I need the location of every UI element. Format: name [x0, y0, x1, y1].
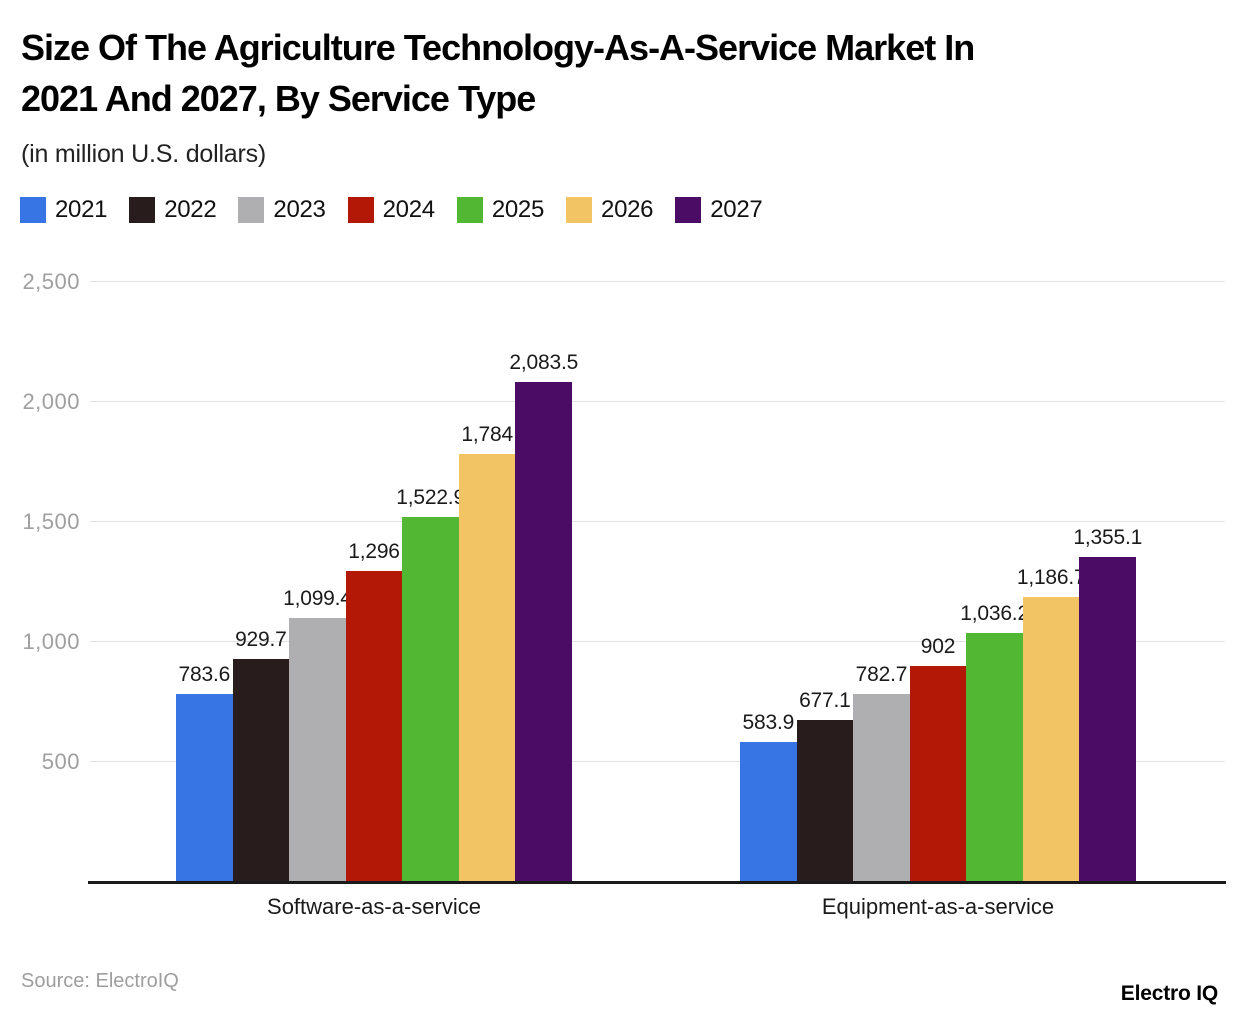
chart-subtitle: (in million U.S. dollars) — [21, 140, 267, 168]
legend-swatch-2026 — [566, 197, 593, 223]
chart-title: Size Of The Agriculture Technology-As-A-… — [21, 22, 1221, 124]
gridline-500 — [90, 761, 1225, 762]
legend: 2021 2022 2023 2024 2025 2026 2027 — [20, 196, 784, 224]
bar-2022-equipment-as-a-service: 677.1 — [796, 689, 854, 882]
legend-label: 2023 — [273, 196, 326, 223]
bar-2025-software-as-a-service: 1,522.9 — [396, 486, 465, 882]
y-axis-tick-label: 2,000 — [22, 389, 80, 414]
bar-2024-equipment-as-a-service: 902 — [909, 635, 967, 882]
y-axis-tick-label: 500 — [41, 749, 80, 774]
chart-title-line-2: 2021 And 2027, By Service Type — [21, 78, 536, 119]
legend-item-2026: 2026 — [566, 196, 654, 224]
gridline-2500 — [90, 281, 1225, 282]
legend-item-2025: 2025 — [456, 196, 545, 224]
legend-label: 2025 — [491, 196, 545, 223]
bar-value-label: 902 — [920, 634, 956, 658]
bar-value-label: 1,296 — [348, 539, 400, 563]
bar-2023-software-as-a-service: 1,099.4 — [283, 587, 352, 882]
bar-value-label: 677.1 — [799, 688, 851, 712]
bar-2024-software-as-a-service: 1,296 — [345, 540, 403, 882]
legend-swatch-2023 — [238, 197, 265, 223]
legend-label: 2022 — [164, 196, 217, 223]
bar-value-label: 1,784 — [461, 422, 513, 446]
legend-swatch-2021 — [20, 197, 46, 223]
gridline-1000 — [90, 641, 1225, 642]
legend-label: 2027 — [710, 196, 763, 223]
legend-item-2023: 2023 — [238, 196, 326, 224]
bar-2021-software-as-a-service: 783.6 — [176, 663, 233, 882]
bar-2026-software-as-a-service: 1,784 — [458, 423, 516, 882]
category-label-software-as-a-service: Software-as-a-service — [267, 894, 481, 919]
legend-label: 2026 — [601, 196, 654, 223]
bar-value-label: 1,099.4 — [283, 587, 352, 611]
x-axis-line — [88, 881, 1226, 884]
y-axis-tick-label: 1,000 — [22, 629, 80, 654]
bar-value-label: 1,522.9 — [396, 485, 465, 509]
gridline-1500 — [90, 521, 1225, 522]
legend-swatch-2024 — [347, 197, 374, 223]
legend-item-2027: 2027 — [675, 196, 763, 224]
bar-group-software-as-a-service: 783.6 929.7 1,099.4 1,296 1,522.9 1,784 2,083.… — [176, 282, 578, 882]
bar-value-label: 1,036.2 — [960, 602, 1029, 626]
category-label-equipment-as-a-service: Equipment-as-a-service — [821, 894, 1055, 919]
legend-swatch-2022 — [129, 197, 156, 223]
gridline-2000 — [90, 401, 1225, 402]
legend-swatch-2027 — [675, 197, 702, 223]
bar-value-label: 783.6 — [178, 662, 231, 686]
bar-2027-equipment-as-a-service: 1,355.1 — [1073, 526, 1142, 882]
bar-value-label: 929.7 — [235, 627, 287, 651]
legend-item-2021: 2021 — [20, 196, 108, 224]
bar-2021-equipment-as-a-service: 583.9 — [740, 711, 797, 882]
chart-title-line-1: Size Of The Agriculture Technology-As-A-… — [21, 27, 975, 68]
plot-area: 500 1,000 1,500 2,000 2,500 783.6 929.7 1,099.4… — [22, 269, 1226, 919]
bar-2025-equipment-as-a-service: 1,036.2 — [960, 602, 1029, 882]
bar-value-label: 1,355.1 — [1073, 525, 1143, 549]
bar-2023-equipment-as-a-service: 782.7 — [853, 663, 910, 882]
bar-2022-software-as-a-service: 929.7 — [232, 628, 290, 882]
bar-value-label: 583.9 — [742, 710, 795, 734]
bar-2026-equipment-as-a-service: 1,186.7 — [1017, 566, 1086, 882]
legend-item-2022: 2022 — [129, 196, 217, 224]
bar-group-equipment-as-a-service: 583.9 677.1 782.7 902 1,036.2 1,186.7 1,355.1 — [740, 282, 1142, 882]
brand-logo: Electro IQ — [1120, 982, 1218, 1005]
legend-swatch-2025 — [456, 197, 483, 223]
source-note: Source: ElectroIQ — [21, 970, 179, 992]
legend-label: 2021 — [55, 196, 108, 223]
bar-value-label: 782.7 — [855, 663, 908, 687]
legend-item-2024: 2024 — [347, 196, 436, 224]
bar-value-label: 2,083.5 — [509, 350, 579, 374]
y-axis-tick-label: 1,500 — [22, 509, 80, 534]
y-axis-tick-label: 2,500 — [22, 269, 80, 294]
bar-2027-software-as-a-service: 2,083.5 — [509, 351, 578, 882]
legend-label: 2024 — [382, 196, 436, 223]
bar-value-label: 1,186.7 — [1016, 566, 1086, 590]
